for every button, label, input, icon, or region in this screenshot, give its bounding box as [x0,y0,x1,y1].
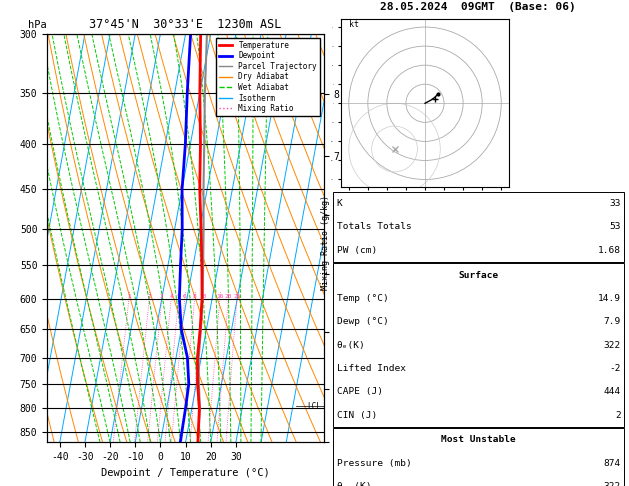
Text: θₑ(K): θₑ(K) [337,341,365,349]
Text: 1.68: 1.68 [598,246,621,255]
Text: LCL: LCL [308,401,321,411]
Text: Dewp (°C): Dewp (°C) [337,317,388,326]
Text: 20: 20 [225,294,232,299]
Text: PW (cm): PW (cm) [337,246,377,255]
Text: 3: 3 [160,294,164,299]
Text: K: K [337,199,342,208]
Text: -2: -2 [610,364,621,373]
Text: 2: 2 [615,411,621,419]
Text: 7.9: 7.9 [604,317,621,326]
Text: θₑ (K): θₑ (K) [337,482,371,486]
Text: CIN (J): CIN (J) [337,411,377,419]
Text: 322: 322 [604,341,621,349]
Text: 444: 444 [604,387,621,396]
Text: 8: 8 [193,294,196,299]
Text: 322: 322 [604,482,621,486]
Text: 6: 6 [183,294,187,299]
Text: kt: kt [349,20,359,29]
Text: CAPE (J): CAPE (J) [337,387,382,396]
Legend: Temperature, Dewpoint, Parcel Trajectory, Dry Adiabat, Wet Adiabat, Isotherm, Mi: Temperature, Dewpoint, Parcel Trajectory… [216,38,320,116]
Text: 874: 874 [604,459,621,468]
Text: Temp (°C): Temp (°C) [337,294,388,303]
Text: hPa: hPa [28,20,47,30]
Text: 4: 4 [169,294,173,299]
Y-axis label: km
ASL: km ASL [357,228,372,248]
Text: 33: 33 [610,199,621,208]
Text: 16: 16 [216,294,224,299]
X-axis label: Dewpoint / Temperature (°C): Dewpoint / Temperature (°C) [101,468,270,478]
Title: 37°45'N  30°33'E  1230m ASL: 37°45'N 30°33'E 1230m ASL [89,18,282,32]
Text: Mixing Ratio (g/kg): Mixing Ratio (g/kg) [321,195,330,291]
Text: 2: 2 [147,294,151,299]
Text: 53: 53 [610,223,621,231]
Text: 14.9: 14.9 [598,294,621,303]
Text: 25: 25 [233,294,241,299]
Text: Most Unstable: Most Unstable [442,435,516,444]
Text: 1: 1 [127,294,131,299]
Text: Pressure (mb): Pressure (mb) [337,459,411,468]
Text: 5: 5 [177,294,181,299]
Text: 10: 10 [199,294,206,299]
Text: 28.05.2024  09GMT  (Base: 06): 28.05.2024 09GMT (Base: 06) [380,2,576,12]
Text: Lifted Index: Lifted Index [337,364,406,373]
Text: Totals Totals: Totals Totals [337,223,411,231]
Text: Surface: Surface [459,271,499,279]
